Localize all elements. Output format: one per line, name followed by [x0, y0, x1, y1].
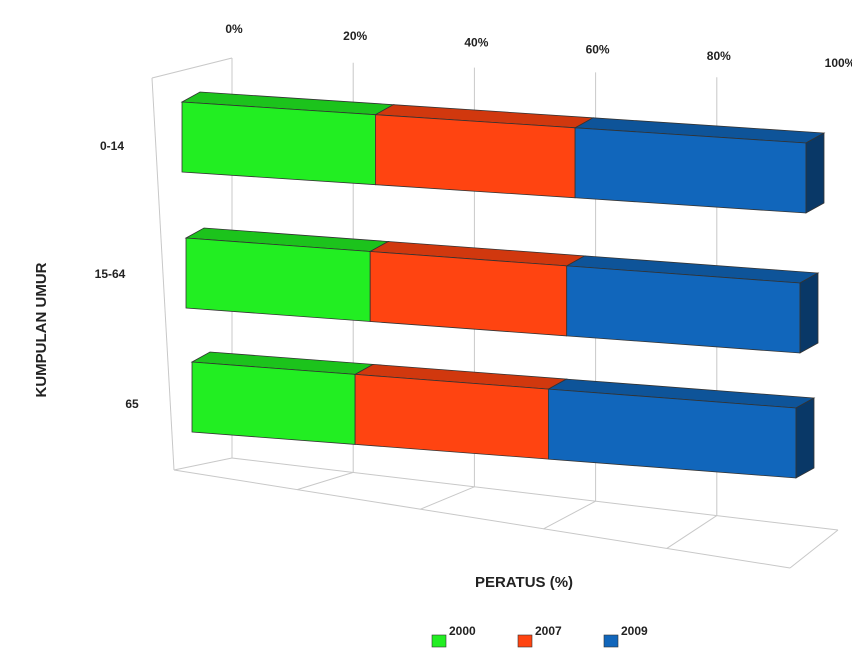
- floor-left-edge: [173, 457, 233, 471]
- x-tick-label: 80%: [707, 49, 731, 63]
- bar-side-face: [795, 397, 815, 479]
- bar-front-face: [574, 127, 807, 214]
- bar-segment-2007: [353, 363, 568, 460]
- floor-front-edge: [173, 469, 791, 569]
- bar-segment-2000: [190, 351, 375, 445]
- legend-swatch: [603, 634, 619, 648]
- floor-gridline: [543, 500, 596, 530]
- side-wall-top: [151, 57, 233, 79]
- legend-label: 2007: [535, 624, 562, 638]
- category-label: 0-14: [100, 139, 124, 153]
- floor-right-edge: [789, 529, 839, 569]
- bar-side-face: [805, 132, 825, 214]
- bar-front-face: [181, 101, 376, 186]
- floor-gridline: [666, 515, 718, 549]
- bar-segment-2000: [184, 227, 390, 322]
- x-tick-labels: 0% 20% 40% 60% 80% 100%: [225, 22, 852, 70]
- bar-front-face: [185, 237, 371, 322]
- bar-segment-2007: [374, 104, 595, 199]
- legend-item-2009: 2009: [603, 624, 648, 648]
- bar-front-face: [374, 114, 576, 199]
- legend-label: 2009: [621, 624, 648, 638]
- legend-item-2007: 2007: [517, 624, 562, 648]
- bar-side-face: [799, 272, 819, 354]
- x-tick-label: 40%: [464, 36, 488, 50]
- floor-gridline: [297, 471, 354, 491]
- floor-gridline: [420, 486, 475, 510]
- x-tick-label: 100%: [825, 56, 852, 70]
- x-tick-label: 20%: [343, 29, 367, 43]
- bar-front-face: [369, 251, 568, 337]
- bar-front-face: [354, 373, 549, 460]
- x-tick-label: 0%: [225, 22, 243, 36]
- bars: [180, 91, 826, 479]
- legend-item-2000: 2000: [431, 624, 476, 648]
- bar-segment-2009: [547, 378, 816, 479]
- bar-group-15-64: [184, 227, 820, 354]
- bar-segment-2007: [368, 241, 587, 337]
- y-axis-title: KUMPULAN UMUR: [33, 262, 50, 397]
- x-tick-label: 60%: [586, 42, 610, 56]
- bar-segment-2000: [180, 91, 395, 186]
- bar-group-0-14: [180, 91, 826, 214]
- legend-swatch: [431, 634, 447, 648]
- bar-front-face: [191, 361, 356, 445]
- category-labels: 0-14 15-64 65: [95, 139, 139, 411]
- legend-swatch: [517, 634, 533, 648]
- bar-group-65: [190, 351, 816, 479]
- category-label: 65: [125, 397, 139, 411]
- bar-segment-2009: [573, 117, 826, 214]
- legend-label: 2000: [449, 624, 476, 638]
- side-wall-edge: [151, 77, 175, 471]
- category-label: 15-64: [95, 267, 126, 281]
- legend: 2000 2007 2009: [431, 624, 648, 648]
- bar-segment-2009: [565, 255, 820, 354]
- x-axis-title: PERATUS (%): [475, 574, 573, 591]
